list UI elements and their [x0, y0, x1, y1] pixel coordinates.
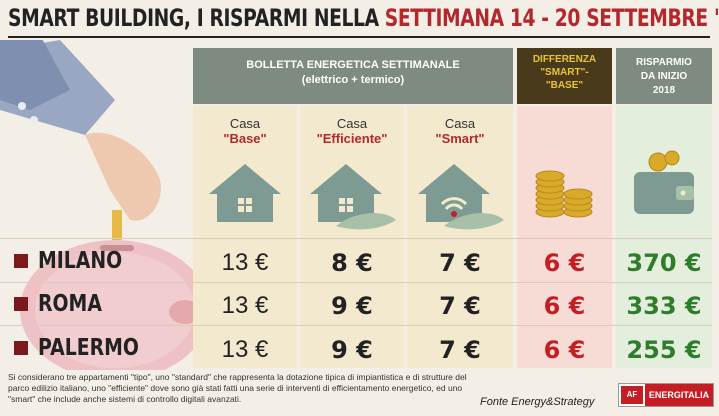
column-smart [407, 106, 513, 368]
label-base: Casa "Base" [193, 116, 297, 146]
label-efficient-pre: Casa [336, 116, 368, 131]
value-base-roma: 13 € [221, 292, 269, 319]
value-smart-roma: 7 € [439, 292, 481, 320]
column-difference [517, 106, 612, 368]
value-efficient-milano: 8 € [331, 249, 373, 277]
value-savings-palermo: 255 € [626, 336, 702, 364]
label-base-pre: Casa [229, 116, 261, 131]
label-smart-name: "Smart" [435, 131, 485, 146]
column-efficient [300, 106, 404, 368]
diff-header-line1: DIFFERENZA [532, 54, 597, 65]
savings-header-line1: RISPARMIO [636, 57, 692, 68]
value-smart-palermo: 7 € [439, 336, 481, 364]
piggy-bank-illustration [0, 40, 200, 370]
city-palermo: PALERMO [38, 335, 139, 361]
value-diff-palermo: 6 € [543, 336, 586, 364]
coins-icon [535, 170, 593, 218]
bill-header-line2: (elettrico + termico) [301, 74, 405, 86]
column-base [193, 106, 297, 368]
savings-header-line3: 2018 [652, 85, 676, 96]
value-efficient-roma: 9 € [331, 292, 373, 320]
eco-house-icon [310, 164, 396, 230]
savings-header-line2: DA INIZIO [640, 71, 688, 82]
diff-header-line2: "SMART"- [540, 67, 589, 78]
diff-header-line3: "BASE" [545, 80, 584, 91]
bill-header-line1: BOLLETTA ENERGETICA SETTIMANALE [246, 59, 460, 71]
row-bullet [14, 297, 28, 311]
row-divider [0, 282, 712, 283]
value-savings-milano: 370 € [626, 249, 702, 277]
label-base-name: "Base" [223, 131, 267, 146]
row-divider [0, 238, 712, 239]
brand-logo: AF ENERGITALIA [618, 383, 714, 407]
diff-header-bg [517, 48, 612, 104]
value-savings-roma: 333 € [626, 292, 702, 320]
value-smart-milano: 7 € [439, 249, 481, 277]
label-efficient: Casa "Efficiente" [300, 116, 404, 146]
value-base-milano: 13 € [221, 249, 269, 276]
row-divider [0, 325, 712, 326]
city-roma: ROMA [38, 291, 102, 317]
savings-header: RISPARMIO DA INIZIO 2018 [616, 56, 712, 98]
methodology-note: Si considerano tre appartamenti "tipo", … [8, 372, 467, 404]
wallet-icon [634, 150, 694, 214]
city-milano: MILANO [38, 248, 123, 274]
savings-header-bg [616, 48, 712, 104]
title-main: SMART BUILDING, I RISPARMI NELLA [8, 4, 385, 32]
source-credit: Fonte Energy&Strategy [480, 396, 595, 408]
title-divider [8, 36, 710, 38]
house-icon [209, 164, 281, 222]
column-savings [616, 106, 712, 368]
title-highlight: SETTIMANA 14 - 20 SETTEMBRE '18 [384, 4, 719, 32]
value-efficient-palermo: 9 € [331, 336, 373, 364]
bill-header: BOLLETTA ENERGETICA SETTIMANALE (elettri… [193, 58, 513, 88]
label-smart: Casa "Smart" [407, 116, 513, 146]
bill-header-bg [193, 48, 513, 104]
row-bullet [14, 254, 28, 268]
brand-mark: AF [621, 386, 643, 404]
label-smart-pre: Casa [444, 116, 476, 131]
page-title: SMART BUILDING, I RISPARMI NELLA SETTIMA… [8, 4, 719, 34]
smart-house-icon [418, 164, 504, 230]
diff-header: DIFFERENZA "SMART"- "BASE" [517, 53, 612, 92]
label-efficient-name: "Efficiente" [316, 131, 388, 146]
brand-name: ENERGITALIA [645, 384, 713, 406]
value-diff-roma: 6 € [543, 292, 586, 320]
row-bullet [14, 341, 28, 355]
value-diff-milano: 6 € [543, 249, 586, 277]
value-base-palermo: 13 € [221, 336, 269, 363]
